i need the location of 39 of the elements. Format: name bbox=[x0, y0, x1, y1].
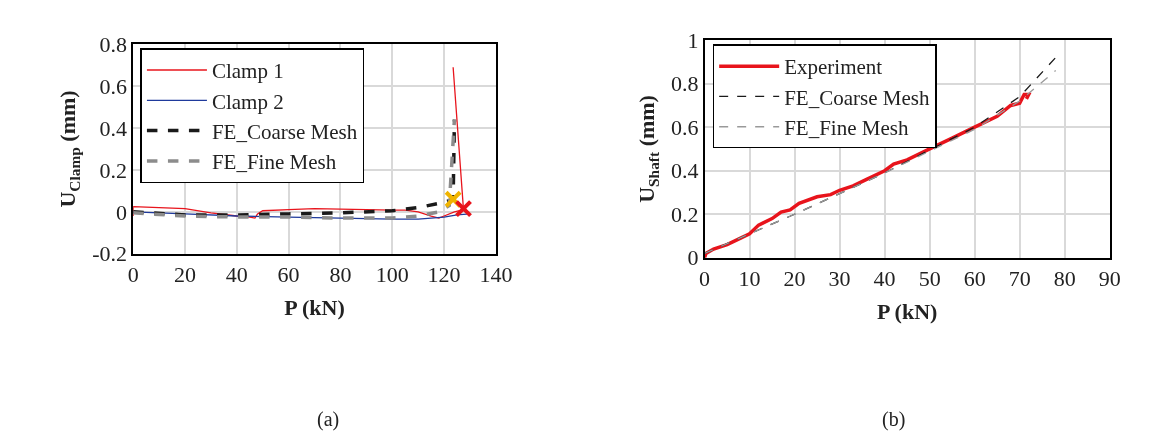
y-tick-label: 0.8 bbox=[670, 71, 699, 97]
x-tick-label: 30 bbox=[828, 265, 851, 291]
x-axis-title: P (kN) bbox=[876, 299, 938, 325]
x-tick-label: 50 bbox=[918, 265, 941, 291]
legend-label: FE_Fine Mesh bbox=[211, 150, 337, 175]
y-tick-label: 0.4 bbox=[670, 158, 699, 184]
text: (b) bbox=[882, 408, 906, 431]
x-tick-label: 100 bbox=[375, 261, 409, 287]
x-tick-label: 40 bbox=[873, 265, 896, 291]
x-tick-label: 120 bbox=[427, 261, 461, 287]
y-tick-label: 0.8 bbox=[99, 31, 128, 57]
y-tick-label: 0 bbox=[687, 245, 699, 271]
x-tick-label: 40 bbox=[225, 261, 248, 287]
y-tick-label: 0 bbox=[116, 199, 128, 225]
y-tick-label: 0.6 bbox=[99, 73, 128, 99]
x-tick-label: 80 bbox=[329, 261, 352, 287]
legend-label: FE_Coarse Mesh bbox=[784, 85, 930, 110]
x-tick-label: 20 bbox=[173, 261, 196, 287]
y-tick-label: -0.2 bbox=[92, 241, 128, 267]
x-tick-label: 80 bbox=[1053, 265, 1076, 291]
x-tick-label: 10 bbox=[738, 265, 761, 291]
x-tick-label: 60 bbox=[963, 265, 986, 291]
text: (a) bbox=[317, 408, 340, 431]
legend-label: FE_Fine Mesh bbox=[784, 115, 909, 140]
legend-label: Experiment bbox=[784, 55, 883, 80]
x-tick-label: 60 bbox=[277, 261, 300, 287]
x-tick-label: 90 bbox=[1098, 265, 1121, 291]
y-tick-label: 0.2 bbox=[670, 201, 699, 227]
x-axis-title: P (kN) bbox=[284, 295, 345, 321]
legend-label: Clamp 1 bbox=[211, 59, 284, 84]
x-tick-label: 140 bbox=[479, 261, 513, 287]
x-tick-label: 20 bbox=[783, 265, 806, 291]
y-tick-label: 0.2 bbox=[99, 157, 128, 183]
y-tick-label: 0.6 bbox=[670, 114, 699, 140]
x-tick-label: 70 bbox=[1008, 265, 1031, 291]
y-tick-label: 0.4 bbox=[99, 115, 128, 141]
legend-label: FE_Coarse Mesh bbox=[211, 119, 358, 144]
legend-label: Clamp 2 bbox=[211, 89, 284, 114]
y-tick-label: 1 bbox=[687, 27, 699, 53]
